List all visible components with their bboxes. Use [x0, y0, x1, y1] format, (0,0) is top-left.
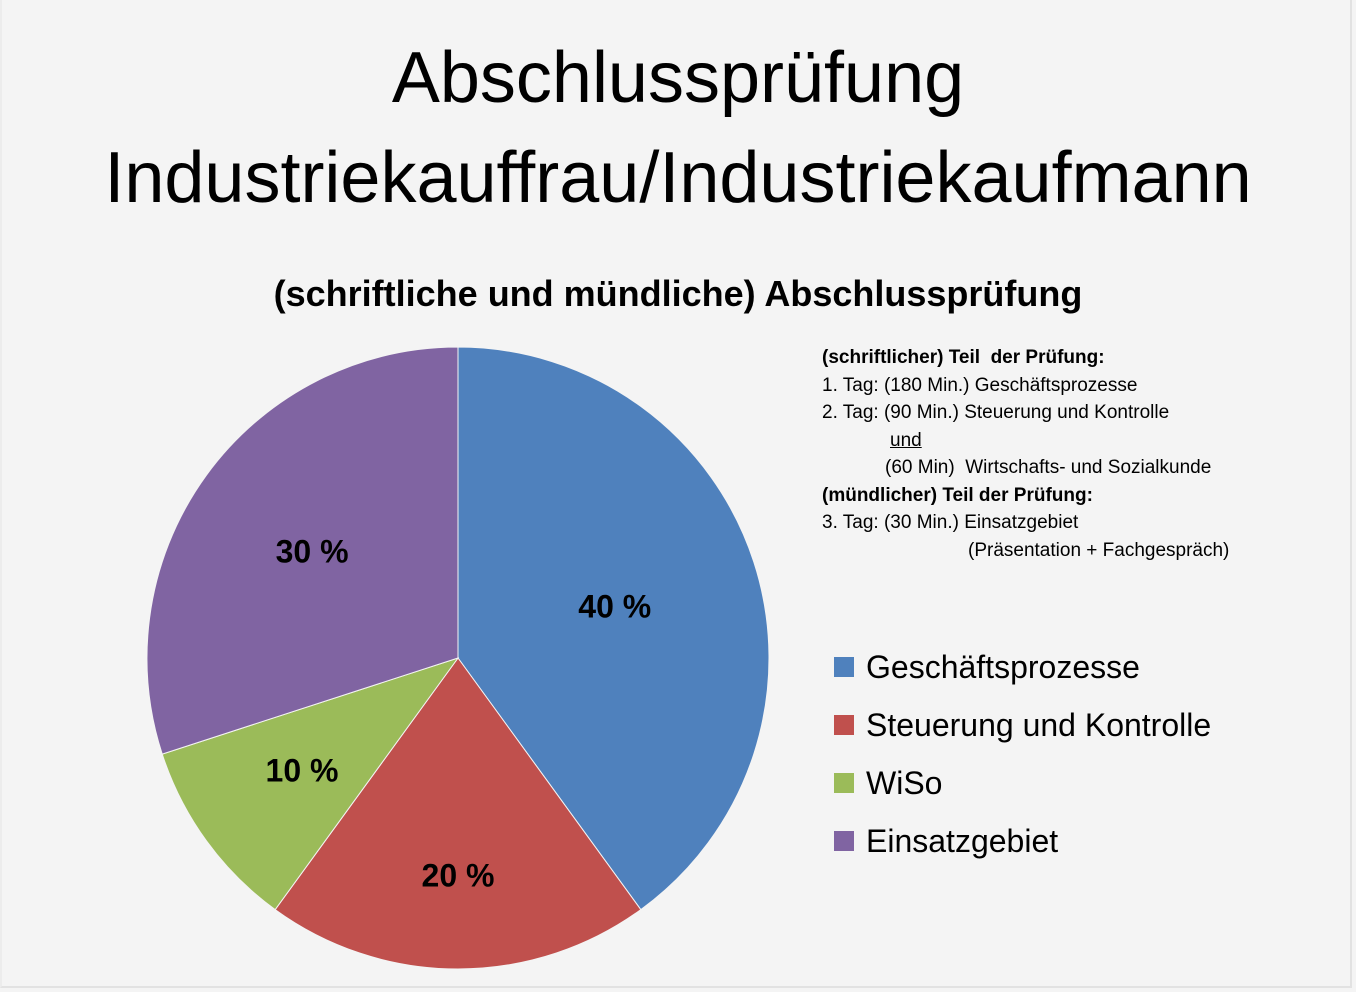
legend-swatch-icon: [834, 773, 854, 793]
pie-data-label: 30 %: [275, 533, 349, 570]
legend-item-geschaeftsprozesse: Geschäftsprozesse: [834, 638, 1211, 696]
info-line: 2. Tag: (90 Min.) Steuerung und Kontroll…: [822, 402, 1170, 423]
pie-slice-steuerung-und-kontrolle: [274, 657, 642, 970]
slide-title-line2: Industriekauffrau/Industriekaufmann: [104, 138, 1252, 218]
pie-slice-wiso: [161, 657, 460, 911]
pie-slice-gesch-ftsprozesse: [457, 346, 770, 911]
chart-legend: Geschäftsprozesse Steuerung und Kontroll…: [834, 638, 1211, 870]
legend-item-steuerung: Steuerung und Kontrolle: [834, 696, 1211, 754]
info-line: (Präsentation + Fachgespräch): [968, 539, 1230, 561]
pie-data-label: 40 %: [578, 588, 652, 625]
pie-slice-einsatzgebiet: [146, 346, 459, 755]
legend-label: Geschäftsprozesse: [866, 648, 1140, 685]
info-line: und: [822, 427, 1229, 455]
info-underlined-und: und: [890, 429, 922, 451]
info-line: 3. Tag: (30 Min.) Einsatzgebiet: [822, 512, 1079, 533]
slide-title-line1: Abschlussprüfung: [391, 38, 965, 118]
info-line: 1. Tag: (180 Min.) Geschäftsprozesse: [822, 374, 1138, 396]
legend-item-wiso: WiSo: [834, 754, 1211, 812]
legend-item-einsatzgebiet: Einsatzgebiet: [834, 812, 1211, 870]
info-line: (60 Min) Wirtschafts- und Sozialkunde: [885, 457, 1212, 478]
legend-swatch-icon: [834, 831, 854, 851]
pie-data-label: 10 %: [265, 752, 339, 789]
legend-swatch-icon: [834, 657, 854, 677]
legend-label: WiSo: [866, 764, 943, 801]
info-line: (schriftlicher) Teil der Prüfung:: [822, 347, 1105, 368]
chart-title: (schriftliche und mündliche) Abschlusspr…: [273, 273, 1083, 314]
info-line: (mündlicher) Teil der Prüfung:: [822, 484, 1093, 506]
exam-info-text: (schriftlicher) Teil der Prüfung: 1. Tag…: [822, 344, 1229, 564]
pie-data-label: 20 %: [421, 857, 495, 894]
legend-label: Steuerung und Kontrolle: [866, 706, 1212, 743]
legend-swatch-icon: [834, 715, 854, 735]
legend-label: Einsatzgebiet: [866, 822, 1059, 859]
